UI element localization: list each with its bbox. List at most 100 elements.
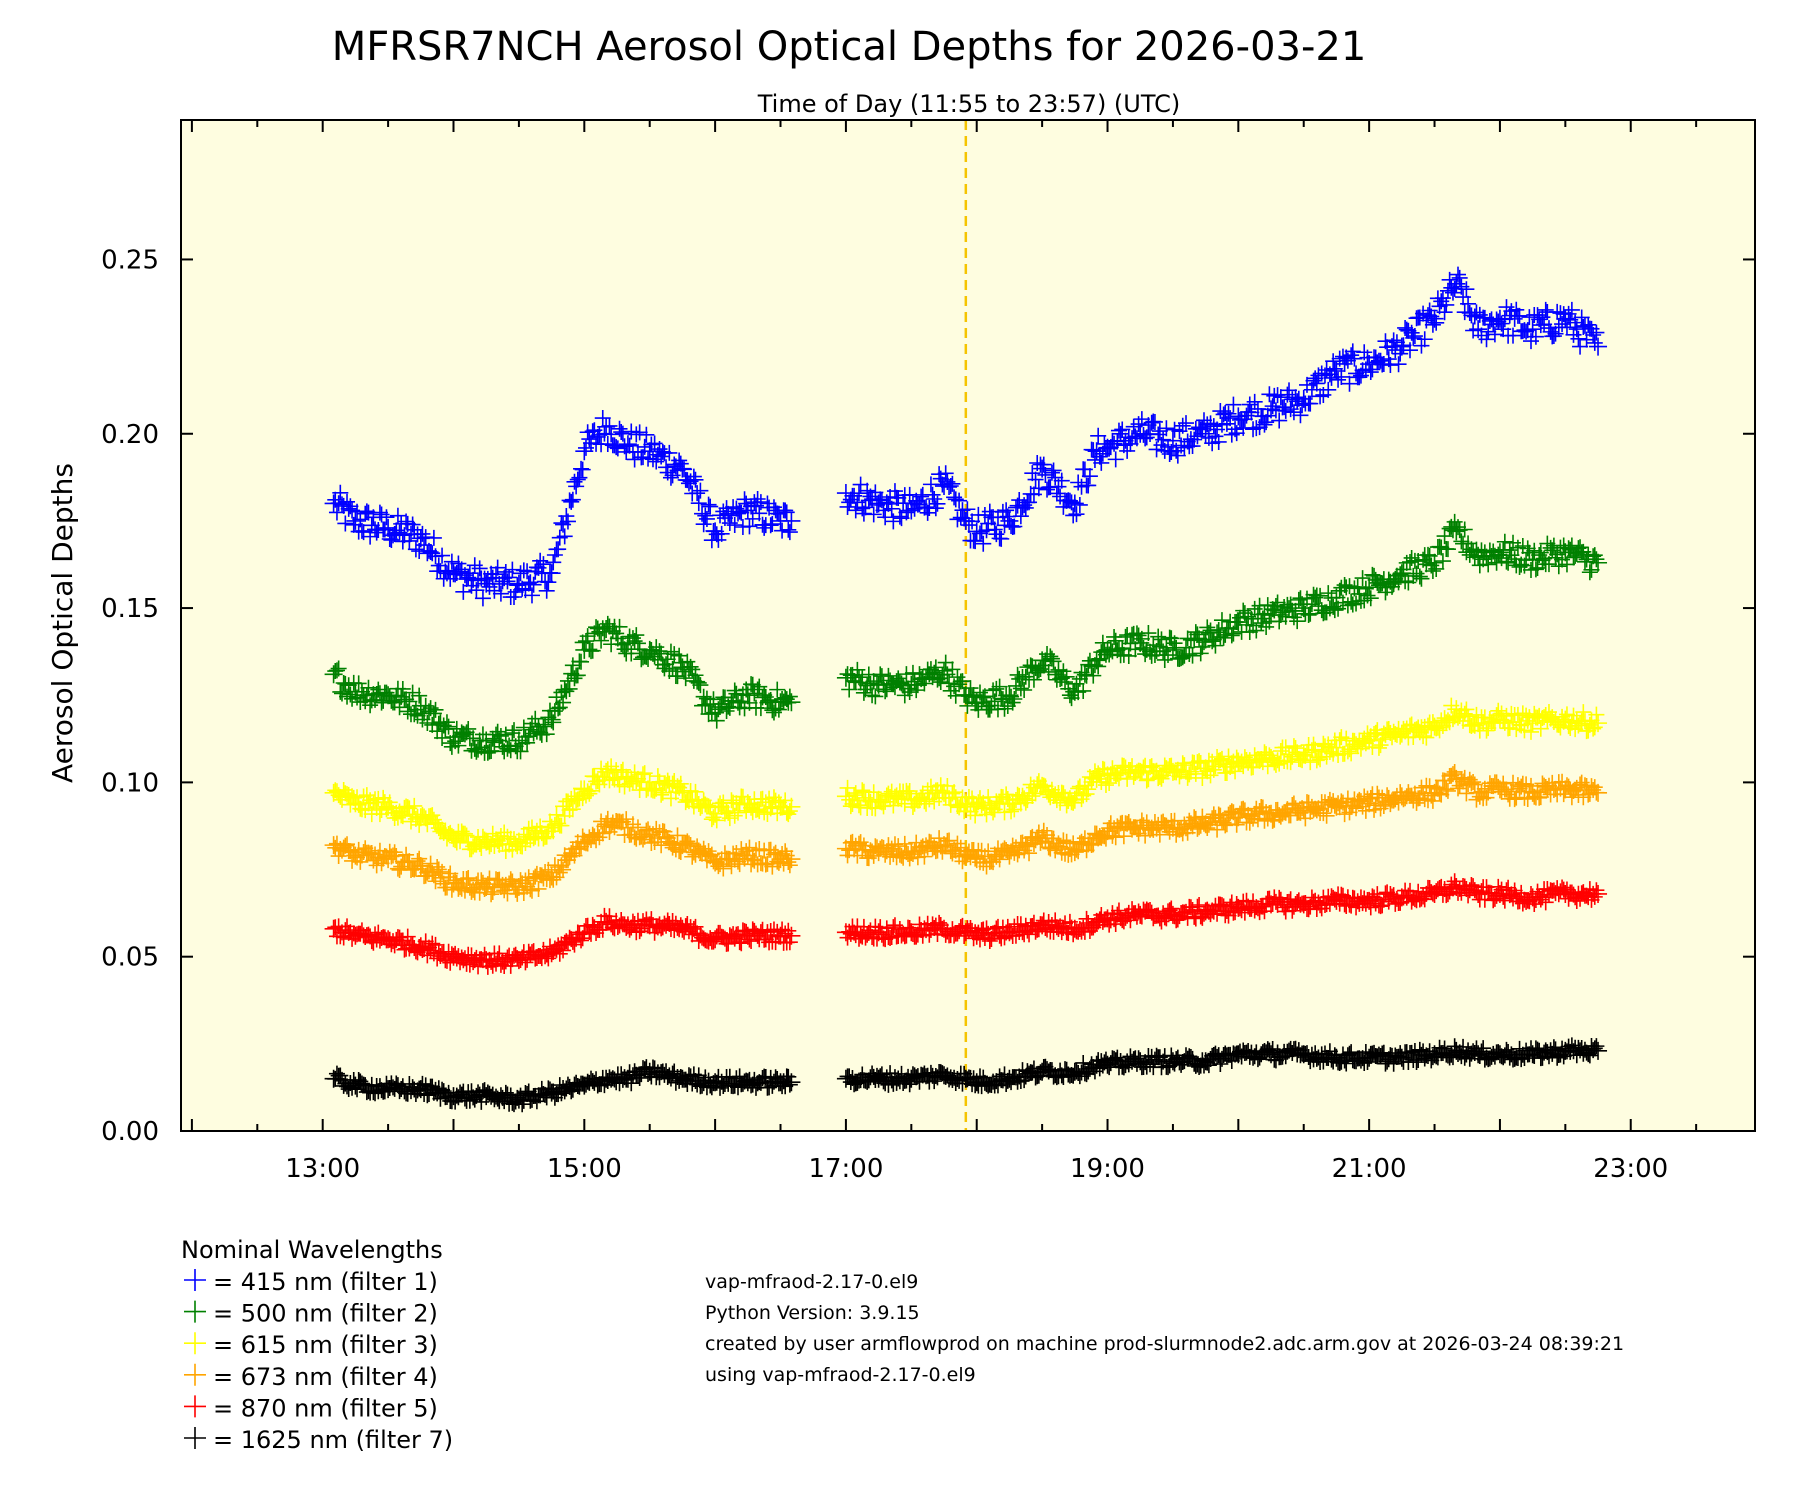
legend-item-label: = 415 nm (filter 1) [213,1268,438,1296]
data-point [350,675,367,692]
data-point [1245,421,1262,438]
data-point [555,694,572,711]
data-point [1458,281,1475,298]
data-point [1094,634,1111,651]
data-point [601,417,618,434]
data-point [1076,666,1093,683]
data-point [1292,407,1309,424]
data-point [559,513,576,530]
data-point [1344,343,1361,360]
legend: Nominal Wavelengths = 415 nm (filter 1) =… [181,1236,453,1454]
data-point [455,583,472,600]
data-point [1372,352,1389,369]
data-point [1460,295,1477,312]
data-point [342,686,359,703]
data-point [1388,334,1405,351]
data-point [778,504,795,521]
data-point [1312,388,1329,405]
data-point [1532,317,1549,334]
data-point [593,632,610,649]
data-point [951,492,968,509]
data-point [996,700,1013,717]
data-point [756,519,773,536]
data-point [1289,613,1306,630]
data-point [1085,667,1102,684]
data-point [1061,492,1078,509]
data-point [497,726,514,743]
data-point [991,678,1008,695]
legend-title: Nominal Wavelengths [181,1236,443,1264]
data-point [623,645,640,662]
legend-item-label: = 1625 nm (filter 7) [213,1426,453,1454]
data-point [489,723,506,740]
data-point [782,511,801,530]
data-point [731,503,748,520]
data-point [1048,485,1065,502]
data-point [479,744,496,761]
data-point [862,675,879,692]
data-point [1349,579,1366,596]
data-point [1207,637,1224,654]
data-point [959,501,976,518]
data-point [1395,561,1412,578]
data-point [1107,632,1124,649]
data-point [566,670,583,687]
data-point [1267,597,1284,614]
data-point [1511,307,1528,324]
data-point [1053,472,1070,489]
data-point [692,677,709,694]
data-point [1169,447,1186,464]
data-point [1178,415,1195,432]
data-point [1047,469,1064,486]
data-point [1110,422,1127,439]
data-point [1029,455,1046,472]
data-point [1085,442,1102,459]
chart-subtitle: Time of Day (11:55 to 23:57) (UTC) [757,90,1180,118]
data-point [677,670,694,687]
data-point [328,662,345,679]
data-point [515,719,532,736]
data-point [1312,587,1329,604]
data-point [1024,465,1041,482]
data-point [584,642,601,659]
data-point [1004,694,1021,711]
data-point [762,692,779,709]
data-point [589,428,606,445]
x-tick-label: 23:00 [1593,1154,1668,1184]
y-tick-label: 0.15 [101,594,159,624]
data-point [1240,608,1257,625]
data-point [470,741,487,758]
data-point [538,582,555,599]
footer-line-2: Python Version: 3.9.15 [705,1302,920,1324]
data-point [1424,562,1441,579]
data-point [730,505,747,522]
data-point [962,680,979,697]
data-point [1045,462,1062,479]
data-point [690,674,707,691]
data-point [1151,423,1168,440]
data-point [512,565,529,582]
data-point [886,483,903,500]
data-point [1153,631,1170,648]
data-point [631,424,648,441]
data-point [1184,647,1201,664]
data-point [1045,653,1062,670]
data-point [638,426,655,443]
data-point [1354,570,1371,587]
footer-line-3: created by user armflowprod on machine p… [705,1333,1624,1355]
data-point [726,517,743,534]
data-point [1537,301,1554,318]
data-point [1210,433,1227,450]
data-point [1362,364,1379,381]
data-point [470,572,487,589]
data-point [947,491,964,508]
data-point [781,688,798,705]
data-point [519,734,536,751]
data-point [337,515,354,532]
data-point [1486,326,1503,343]
data-point [368,524,385,541]
data-point [1305,586,1322,603]
data-point [1127,428,1144,445]
data-point [891,674,908,691]
data-point [1035,456,1052,473]
